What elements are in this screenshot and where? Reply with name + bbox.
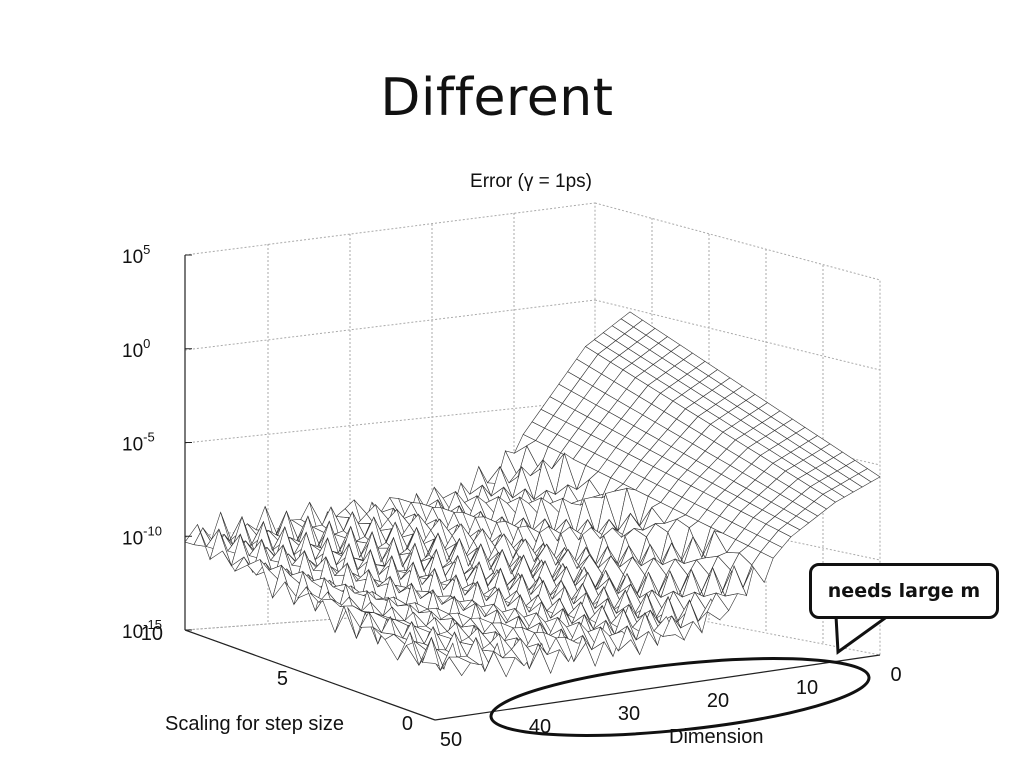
slide-title: Different <box>380 68 614 128</box>
x-tick-label: 20 <box>707 690 729 712</box>
x-tick-label: 30 <box>618 703 640 725</box>
y-tick-label: 5 <box>277 668 288 690</box>
surface-cell <box>858 468 881 483</box>
x-axis-label: Dimension <box>669 726 763 748</box>
error-surface <box>184 311 881 678</box>
callout-box: needs large m <box>809 563 999 619</box>
z-tick-label: 10-5 <box>122 430 155 456</box>
y-axis-label: Scaling for step size <box>165 713 344 735</box>
x-tick-label: 10 <box>796 677 818 699</box>
x-tick-label: 50 <box>440 729 462 751</box>
back-wall-grid <box>184 299 596 351</box>
y-axis-line <box>184 629 436 721</box>
y-tick-label: 0 <box>402 713 413 735</box>
dimension-highlight-ellipse <box>489 657 871 737</box>
back-wall-grid <box>184 399 596 444</box>
x-axis-line <box>434 654 881 721</box>
x-tick-label: 0 <box>890 664 901 686</box>
z-tick-label: 100 <box>122 336 150 362</box>
right-wall-grid <box>594 299 881 371</box>
y-tick-label: 10 <box>141 623 163 645</box>
z-tick-label: 10-10 <box>122 523 162 549</box>
z-tick-label: 105 <box>122 242 150 268</box>
chart-title: Error (γ = 1ps) <box>470 171 592 192</box>
